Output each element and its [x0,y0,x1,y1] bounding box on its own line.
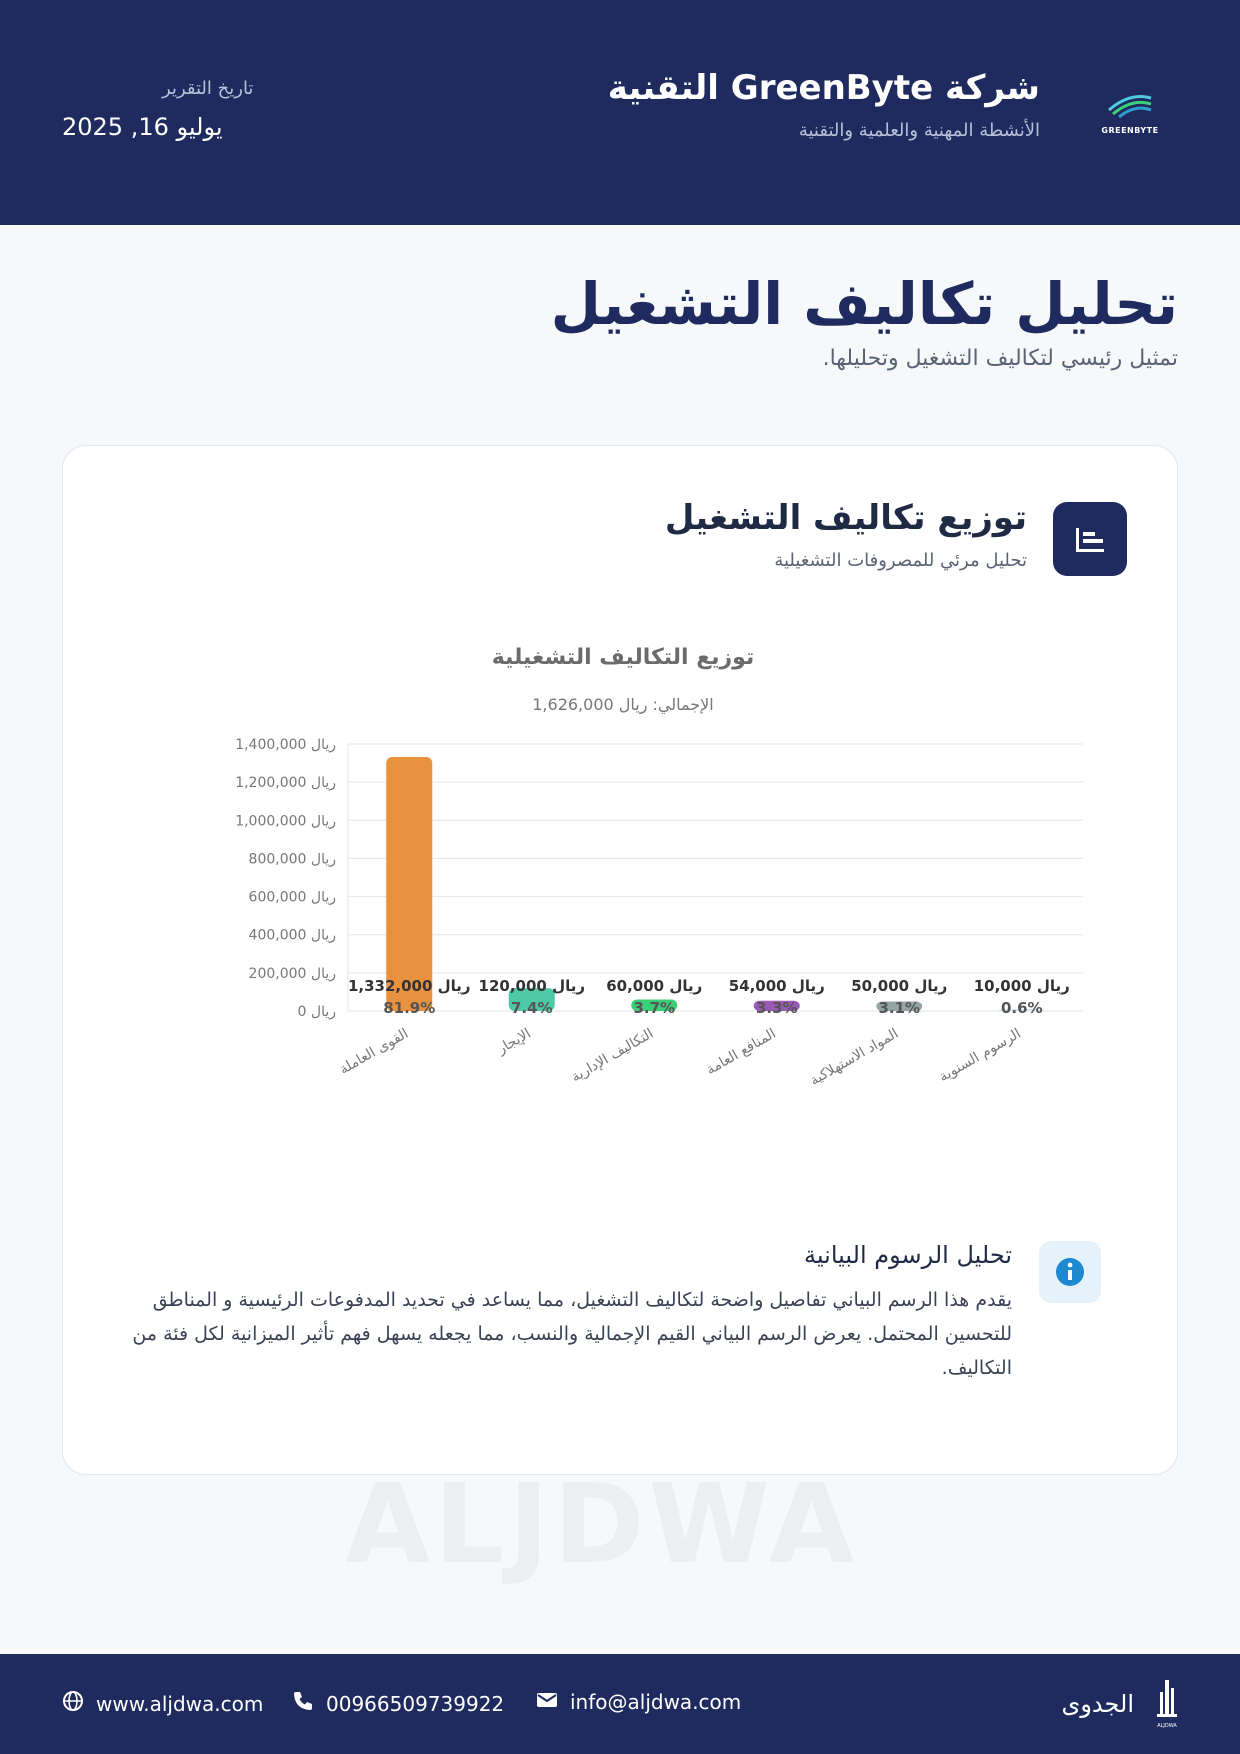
logo-text: GREENBYTE [1101,126,1159,135]
bar [753,1000,800,1011]
report-date-label: تاريخ التقرير [162,78,254,99]
bar-percent-label: 0.6% [1001,999,1043,1017]
website-link[interactable]: www.aljdwa.com [96,1691,264,1716]
phone-icon [292,1690,314,1717]
brand-name: الجدوى [1061,1690,1134,1718]
analysis-title: تحليل الرسوم البيانية [804,1241,1012,1269]
x-tick-label: المواد الاستهلاكية [807,1026,901,1089]
report-header: GREENBYTE شركة GreenByte التقنية الأنشطة… [0,0,1240,225]
bar-percent-label: 3.3% [756,999,798,1017]
page-title: تحليل تكاليف التشغيل [550,270,1178,338]
chart-card: توزيع تكاليف التشغيل تحليل مرئي للمصروفا… [62,445,1178,1475]
analysis-body: يقدم هذا الرسم البياني تفاصيل واضحة لتكا… [132,1289,1012,1379]
company-logo: GREENBYTE [1100,90,1160,135]
report-date: تاريخ التقرير يوليو 16, 2025 [62,78,253,141]
bar-value-label: ريال 120,000 [479,977,585,995]
card-title: توزيع تكاليف التشغيل [664,498,1027,538]
y-tick-label: ريال 600,000 [249,890,336,906]
globe-icon [62,1690,84,1717]
greenbyte-logo-icon [1108,95,1152,119]
watermark: ALJDWA [345,1460,858,1588]
email-link[interactable]: info@aljdwa.com [570,1690,742,1714]
bar-percent-label: 81.9% [383,999,435,1017]
x-tick-label: الرسوم السنوية [937,1026,1024,1086]
bar-percent-label: 3.1% [878,999,920,1017]
bar [998,1009,1045,1011]
chart-subtitle: الإجمالي: ريال 1,626,000 [532,695,713,715]
y-tick-label: ريال 1,400,000 [235,737,336,753]
company-subtitle: الأنشطة المهنية والعلمية والتقنية [798,120,1040,141]
y-tick-label: ريال 800,000 [249,851,336,867]
x-tick-label: المنافع العامة [704,1026,779,1079]
card-header: توزيع تكاليف التشغيل تحليل مرئي للمصروفا… [665,498,1027,571]
bar [508,988,555,1011]
bar-percent-label: 3.7% [633,999,675,1017]
bar-value-label: ريال 10,000 [974,977,1070,995]
y-tick-label: ريال 0 [298,1004,336,1020]
chart-analysis: تحليل الرسوم البيانية يقدم هذا الرسم الب… [132,1241,1012,1385]
x-tick-label: التكاليف الإدارية [569,1026,657,1086]
aljdwa-brand: الجدوى ALJDWA [1062,1678,1180,1730]
phone-number[interactable]: 00966509739922 [326,1691,505,1716]
bar [386,756,433,1011]
bar [631,999,678,1011]
x-tick-label: الإيجار [494,1026,534,1058]
report-footer: www.aljdwa.com 00966509739922 info@aljdw… [0,1654,1240,1754]
page-heading: تحليل تكاليف التشغيل تمثيل رئيسي لتكاليف… [551,270,1178,371]
bar-percent-label: 7.4% [511,999,553,1017]
y-tick-label: ريال 1,000,000 [235,813,336,829]
brand-logo-text: ALJDWA [1157,1723,1177,1729]
company-name: شركة GreenByte التقنية [607,68,1040,108]
chart-title: توزيع التكاليف التشغيلية [492,645,754,670]
cost-bar-chart: توزيع التكاليف التشغيلية الإجمالي: ريال … [123,636,1123,1106]
y-tick-label: ريال 400,000 [249,928,336,944]
y-tick-label: ريال 200,000 [249,966,336,982]
info-icon [1039,1241,1101,1303]
envelope-icon [536,1690,558,1714]
bar [876,1001,923,1011]
bar-value-label: ريال 60,000 [606,977,702,995]
bar-value-label: ريال 1,332,000 [348,977,471,995]
email-contact[interactable]: info@aljdwa.com [536,1690,741,1714]
company-info: شركة GreenByte التقنية الأنشطة المهنية و… [608,68,1040,141]
report-date-value: يوليو 16, 2025 [62,113,223,141]
aljdwa-logo-icon: ALJDWA [1157,1680,1177,1729]
website-contact[interactable]: www.aljdwa.com [62,1690,263,1717]
bar-value-label: ريال 54,000 [729,977,825,995]
y-tick-label: ريال 1,200,000 [235,775,336,791]
bar-chart-icon [1053,502,1127,576]
page-subtitle: تمثيل رئيسي لتكاليف التشغيل وتحليلها. [822,346,1178,371]
x-tick-label: القوى العاملة [337,1026,411,1078]
phone-contact[interactable]: 00966509739922 [292,1690,504,1717]
bar-value-label: ريال 50,000 [851,977,947,995]
card-subtitle: تحليل مرئي للمصروفات التشغيلية [774,550,1027,571]
